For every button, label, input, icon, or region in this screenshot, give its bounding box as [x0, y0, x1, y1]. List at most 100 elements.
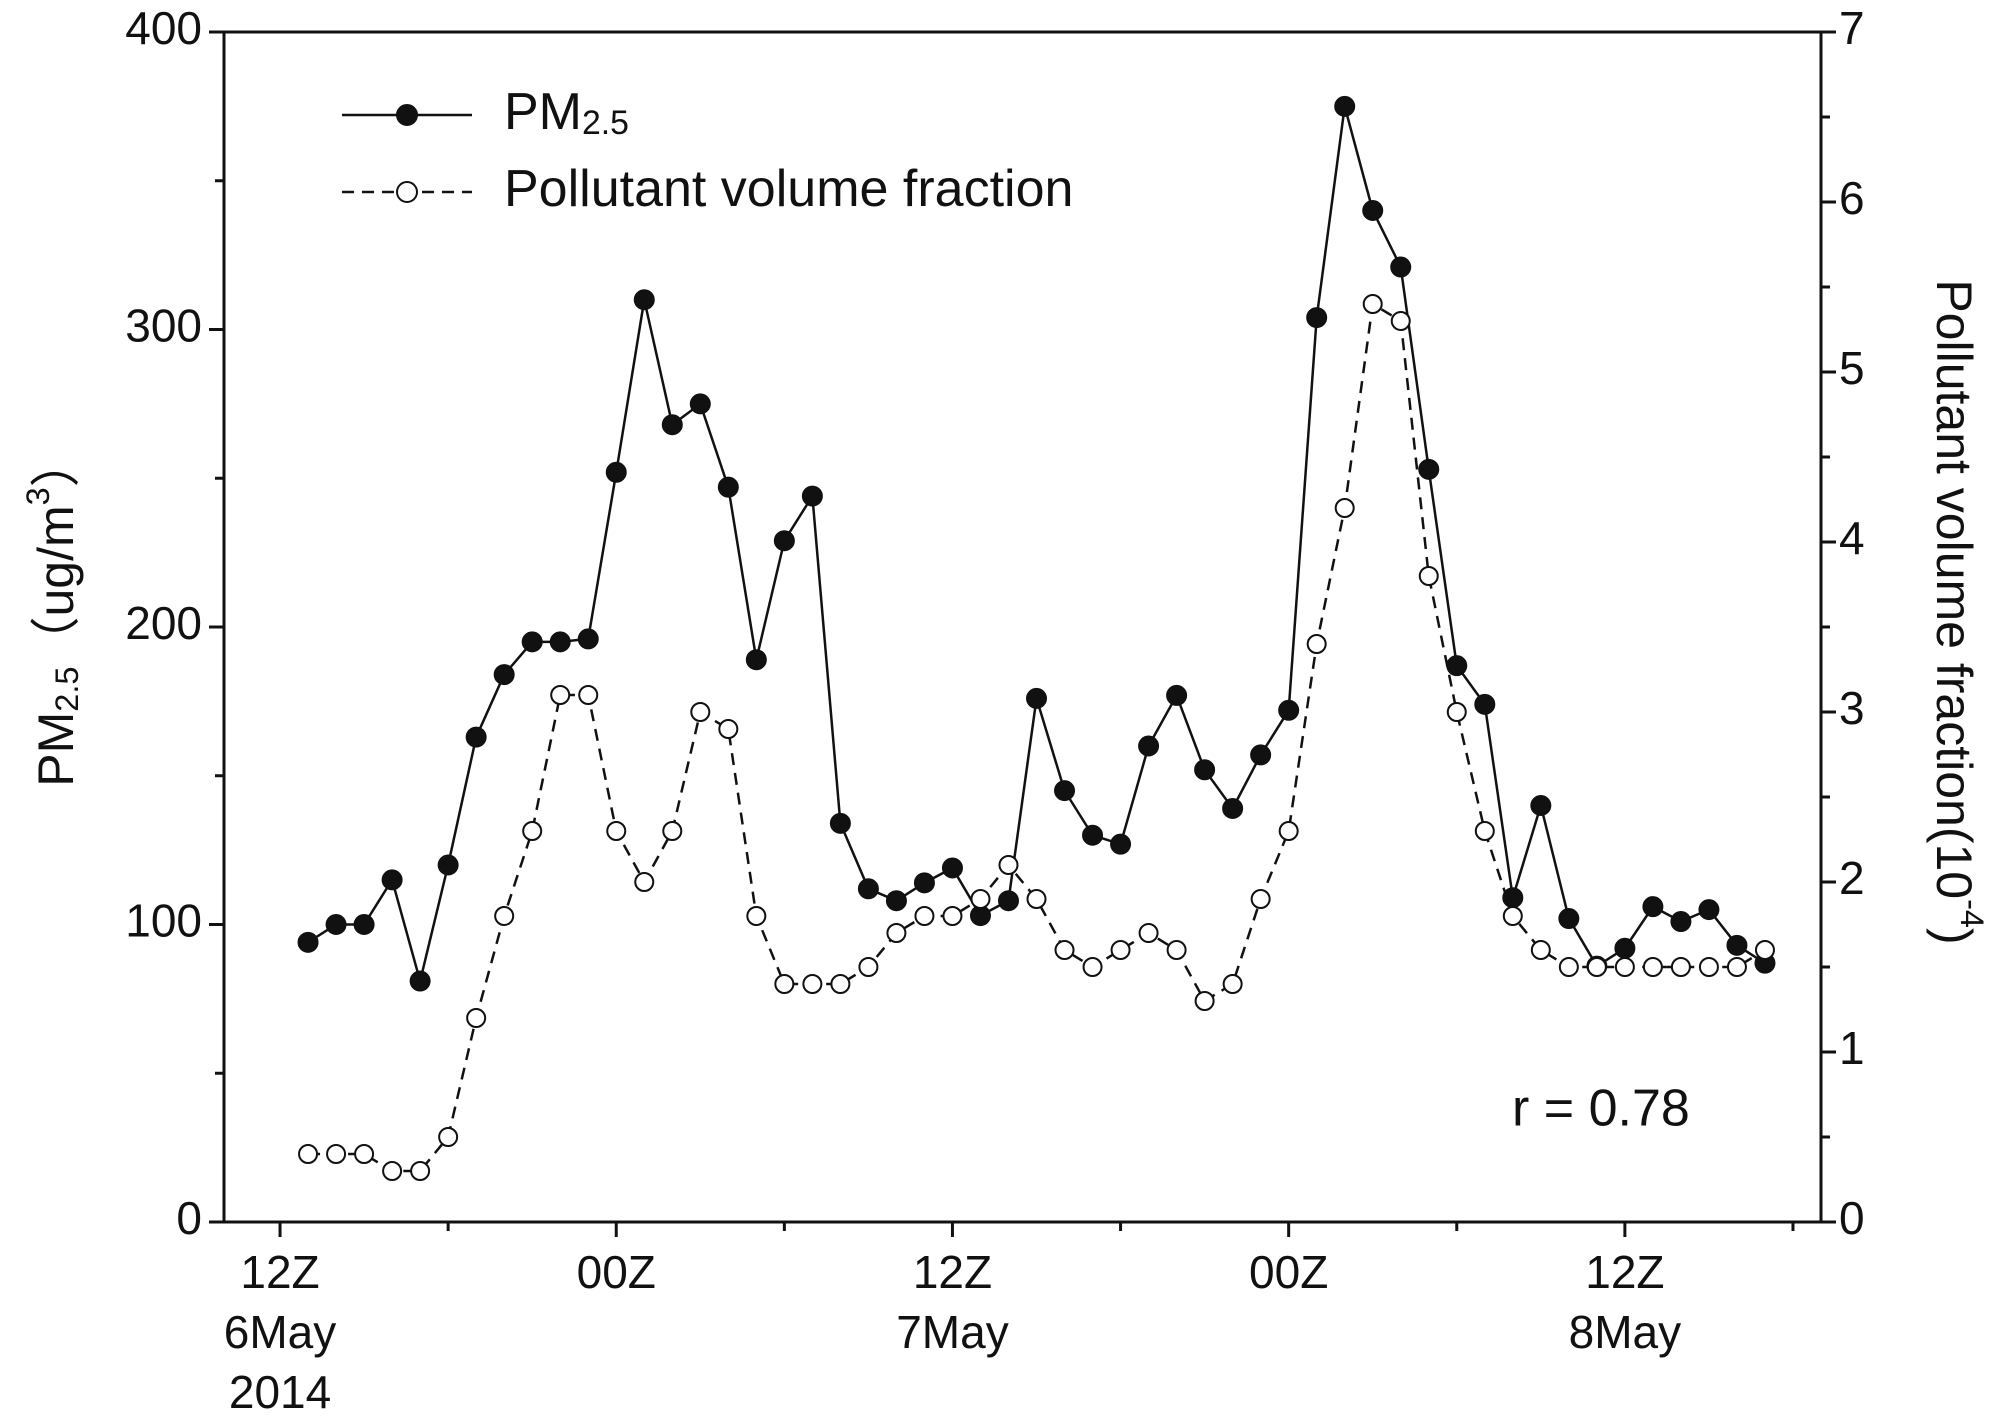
point: [1418, 566, 1439, 586]
y-tick-label: 300: [125, 300, 202, 352]
point: [326, 1144, 347, 1164]
y2-tick-label: 2: [1839, 852, 1865, 904]
series-line: [308, 301, 1766, 1173]
point: [1222, 974, 1243, 994]
point: [997, 890, 1019, 912]
y2-tick-label: 3: [1839, 682, 1865, 734]
y2-tick-label: 7: [1839, 2, 1865, 54]
point: [521, 631, 543, 653]
text-part: PM: [28, 712, 84, 787]
legend-marker: [396, 104, 418, 126]
point: [382, 1161, 403, 1181]
point: [1726, 934, 1748, 956]
point: [690, 702, 711, 722]
point: [942, 906, 963, 926]
text-part: 3: [20, 487, 56, 505]
point: [494, 906, 515, 926]
point: [1138, 923, 1159, 943]
y2-tick-label: 5: [1839, 342, 1865, 394]
point: [466, 1008, 487, 1028]
point: [1110, 833, 1132, 855]
point: [745, 649, 767, 671]
text-part: Pollutant volume fraction: [504, 160, 1073, 218]
point: [1082, 957, 1103, 977]
point: [1698, 899, 1720, 921]
text-part: Pollutant volume fraction(10: [1926, 279, 1982, 899]
y-tick-label: 400: [125, 2, 202, 54]
text-part: PM: [504, 83, 582, 141]
point: [1726, 957, 1747, 977]
point: [1278, 821, 1299, 841]
point: [1222, 797, 1244, 819]
x-tick-label: 12Z: [1585, 1246, 1664, 1298]
x-tick-label: 8May: [1569, 1306, 1681, 1358]
point: [1026, 889, 1047, 909]
point: [1558, 908, 1580, 930]
point: [1334, 498, 1355, 518]
point: [1194, 759, 1216, 781]
point: [522, 821, 543, 841]
point: [1390, 256, 1412, 278]
legend-marker: [396, 181, 418, 203]
point: [437, 854, 459, 876]
point: [1670, 911, 1692, 933]
point: [1306, 307, 1328, 329]
point: [801, 485, 823, 507]
text-part: ): [1926, 928, 1982, 945]
point: [970, 889, 991, 909]
point: [633, 289, 655, 311]
point: [858, 957, 879, 977]
point: [410, 1161, 431, 1181]
legend-label: Pollutant volume fraction: [504, 160, 1073, 218]
point: [941, 857, 963, 879]
point: [297, 931, 319, 953]
x-tick-label: 00Z: [577, 1246, 656, 1298]
point: [1698, 957, 1719, 977]
point: [605, 461, 627, 483]
point: [298, 1144, 319, 1164]
text-part: -4: [1954, 899, 1990, 928]
point: [661, 414, 683, 436]
point: [1530, 795, 1552, 816]
y2-tick-label: 4: [1839, 512, 1865, 564]
point: [689, 393, 711, 415]
point: [1334, 95, 1356, 117]
point: [381, 869, 403, 891]
point: [606, 821, 627, 841]
point: [1390, 311, 1411, 331]
y-axis-label: PM2.5（ug/m3）: [20, 437, 86, 786]
point: [1166, 684, 1188, 706]
point: [1446, 702, 1467, 722]
text-part: ）: [28, 437, 84, 487]
point: [1250, 744, 1272, 766]
annotation: r = 0.78: [1512, 1080, 1690, 1138]
point: [1026, 687, 1048, 709]
point: [998, 855, 1019, 875]
point: [857, 878, 879, 900]
point: [1530, 940, 1551, 960]
x-tick-label: 2014: [229, 1366, 331, 1416]
point: [438, 1127, 459, 1147]
legend-label: PM2.5: [504, 83, 629, 142]
point: [353, 914, 375, 935]
point: [1502, 906, 1523, 926]
y-tick-label: 0: [176, 1192, 202, 1244]
point: [1614, 937, 1636, 959]
point: [1362, 200, 1384, 221]
point: [1054, 940, 1075, 960]
point: [913, 872, 935, 894]
point: [354, 1144, 375, 1164]
point: [1474, 821, 1495, 841]
x-tick-label: 12Z: [240, 1246, 319, 1298]
point: [773, 530, 795, 552]
y2-tick-label: 0: [1839, 1192, 1865, 1244]
point: [829, 812, 851, 834]
x-tick-label: 00Z: [1249, 1246, 1328, 1298]
point: [1306, 634, 1327, 654]
point: [1586, 957, 1607, 977]
y-tick-label: 100: [125, 895, 202, 947]
point: [550, 685, 571, 705]
point: [774, 974, 795, 994]
point: [493, 664, 515, 686]
